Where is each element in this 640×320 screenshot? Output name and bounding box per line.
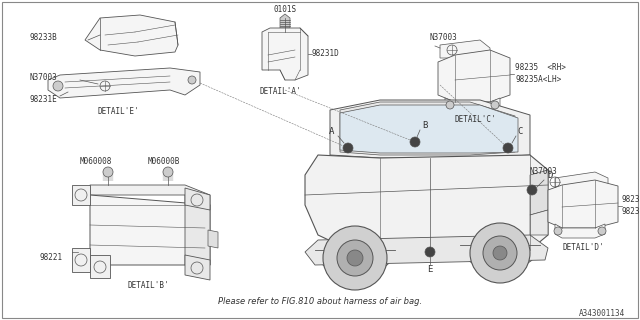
Polygon shape (185, 255, 210, 280)
Circle shape (446, 101, 454, 109)
Circle shape (337, 240, 373, 276)
Polygon shape (90, 195, 210, 265)
Polygon shape (438, 50, 510, 102)
Circle shape (343, 143, 353, 153)
Polygon shape (262, 28, 308, 80)
Circle shape (598, 227, 606, 235)
Polygon shape (90, 255, 110, 278)
Text: A: A (330, 127, 335, 137)
Text: N37003: N37003 (30, 74, 58, 83)
Text: 98221: 98221 (40, 253, 63, 262)
Polygon shape (305, 155, 548, 250)
Polygon shape (340, 105, 518, 153)
Text: 98235C<LH>: 98235C<LH> (622, 207, 640, 217)
Polygon shape (340, 102, 515, 155)
Circle shape (163, 167, 173, 177)
Text: 98235  <RH>: 98235 <RH> (515, 63, 566, 73)
Circle shape (470, 223, 530, 283)
Polygon shape (530, 170, 548, 215)
Polygon shape (330, 100, 530, 158)
Text: Please refer to FIG.810 about harness of air bag.: Please refer to FIG.810 about harness of… (218, 298, 422, 307)
Polygon shape (85, 15, 178, 56)
Text: 98231D: 98231D (312, 50, 340, 59)
Polygon shape (90, 185, 210, 205)
Text: M06000B: M06000B (148, 157, 180, 166)
Text: M060008: M060008 (80, 157, 113, 166)
Circle shape (425, 247, 435, 257)
Polygon shape (280, 14, 290, 28)
Polygon shape (440, 40, 490, 58)
Circle shape (347, 250, 363, 266)
Circle shape (188, 76, 196, 84)
Text: C: C (517, 127, 523, 137)
Polygon shape (48, 68, 200, 98)
Text: N37003: N37003 (430, 34, 458, 43)
Text: N37003: N37003 (530, 167, 557, 177)
Text: DETAIL'A': DETAIL'A' (259, 87, 301, 97)
Circle shape (323, 226, 387, 290)
Text: 98235A<LH>: 98235A<LH> (515, 76, 561, 84)
Circle shape (103, 167, 113, 177)
Text: DETAIL'E': DETAIL'E' (97, 108, 139, 116)
Circle shape (554, 227, 562, 235)
Text: D: D (547, 172, 553, 180)
Polygon shape (555, 224, 605, 238)
Polygon shape (445, 98, 500, 112)
Text: 0101S: 0101S (273, 5, 296, 14)
Circle shape (491, 101, 499, 109)
Polygon shape (208, 230, 218, 248)
Text: B: B (422, 122, 428, 131)
Text: DETAIL'C': DETAIL'C' (454, 116, 496, 124)
Circle shape (493, 246, 507, 260)
Polygon shape (72, 248, 90, 272)
Text: 98235B<RH>: 98235B<RH> (622, 196, 640, 204)
Text: DETAIL'D': DETAIL'D' (562, 244, 604, 252)
Polygon shape (530, 210, 548, 235)
Circle shape (410, 137, 420, 147)
Polygon shape (185, 195, 210, 265)
Polygon shape (185, 188, 210, 210)
Text: 98233B: 98233B (30, 34, 58, 43)
Text: 98231E: 98231E (30, 95, 58, 105)
Circle shape (527, 185, 537, 195)
Polygon shape (305, 235, 548, 265)
Text: E: E (428, 266, 433, 275)
Polygon shape (72, 185, 90, 205)
Polygon shape (555, 172, 608, 188)
Text: DETAIL'B': DETAIL'B' (127, 281, 169, 290)
Polygon shape (548, 180, 618, 228)
Text: A343001134: A343001134 (579, 309, 625, 318)
Circle shape (53, 81, 63, 91)
Circle shape (483, 236, 517, 270)
Circle shape (503, 143, 513, 153)
